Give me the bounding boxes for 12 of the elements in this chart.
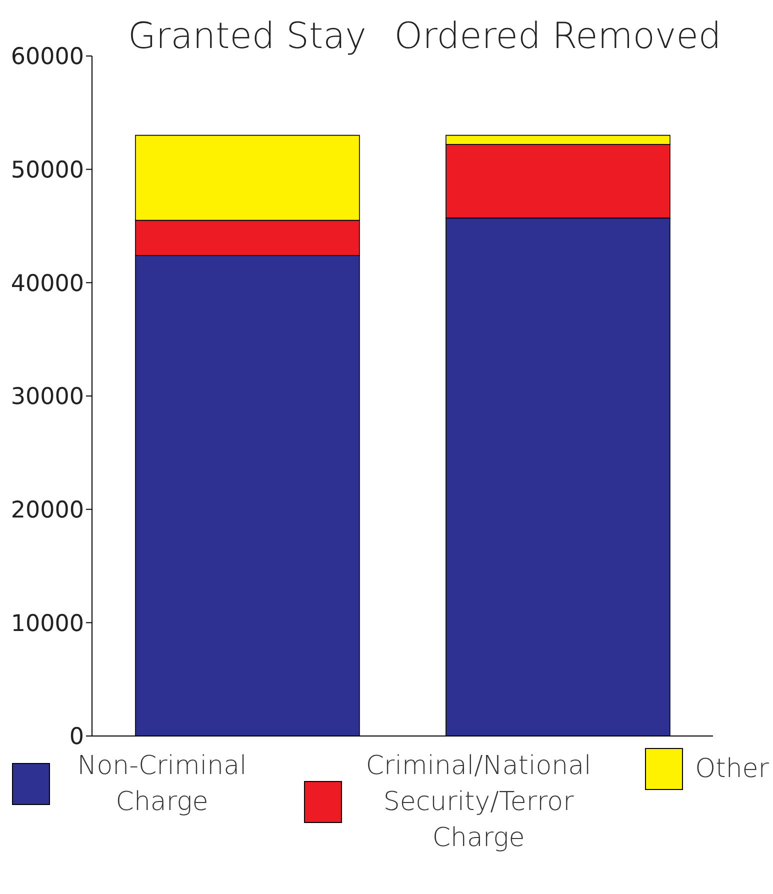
- y-tick-label: 60000: [10, 44, 84, 70]
- x-tick-label: Granted Stay: [128, 16, 366, 57]
- y-tick-label: 0: [69, 724, 84, 750]
- y-tick-label: 20000: [10, 498, 84, 524]
- legend-label: Non-Criminal Charge: [77, 751, 247, 817]
- legend-label: Criminal/National Security/Terror Charge: [364, 750, 592, 855]
- y-tick-label: 10000: [10, 610, 84, 637]
- x-tick-label: Ordered Removed: [394, 16, 722, 57]
- y-tick-label: 40000: [10, 270, 84, 297]
- y-tick-label: 30000: [10, 384, 84, 410]
- legend-label: Other: [695, 753, 769, 786]
- y-tick-label: 50000: [10, 158, 84, 184]
